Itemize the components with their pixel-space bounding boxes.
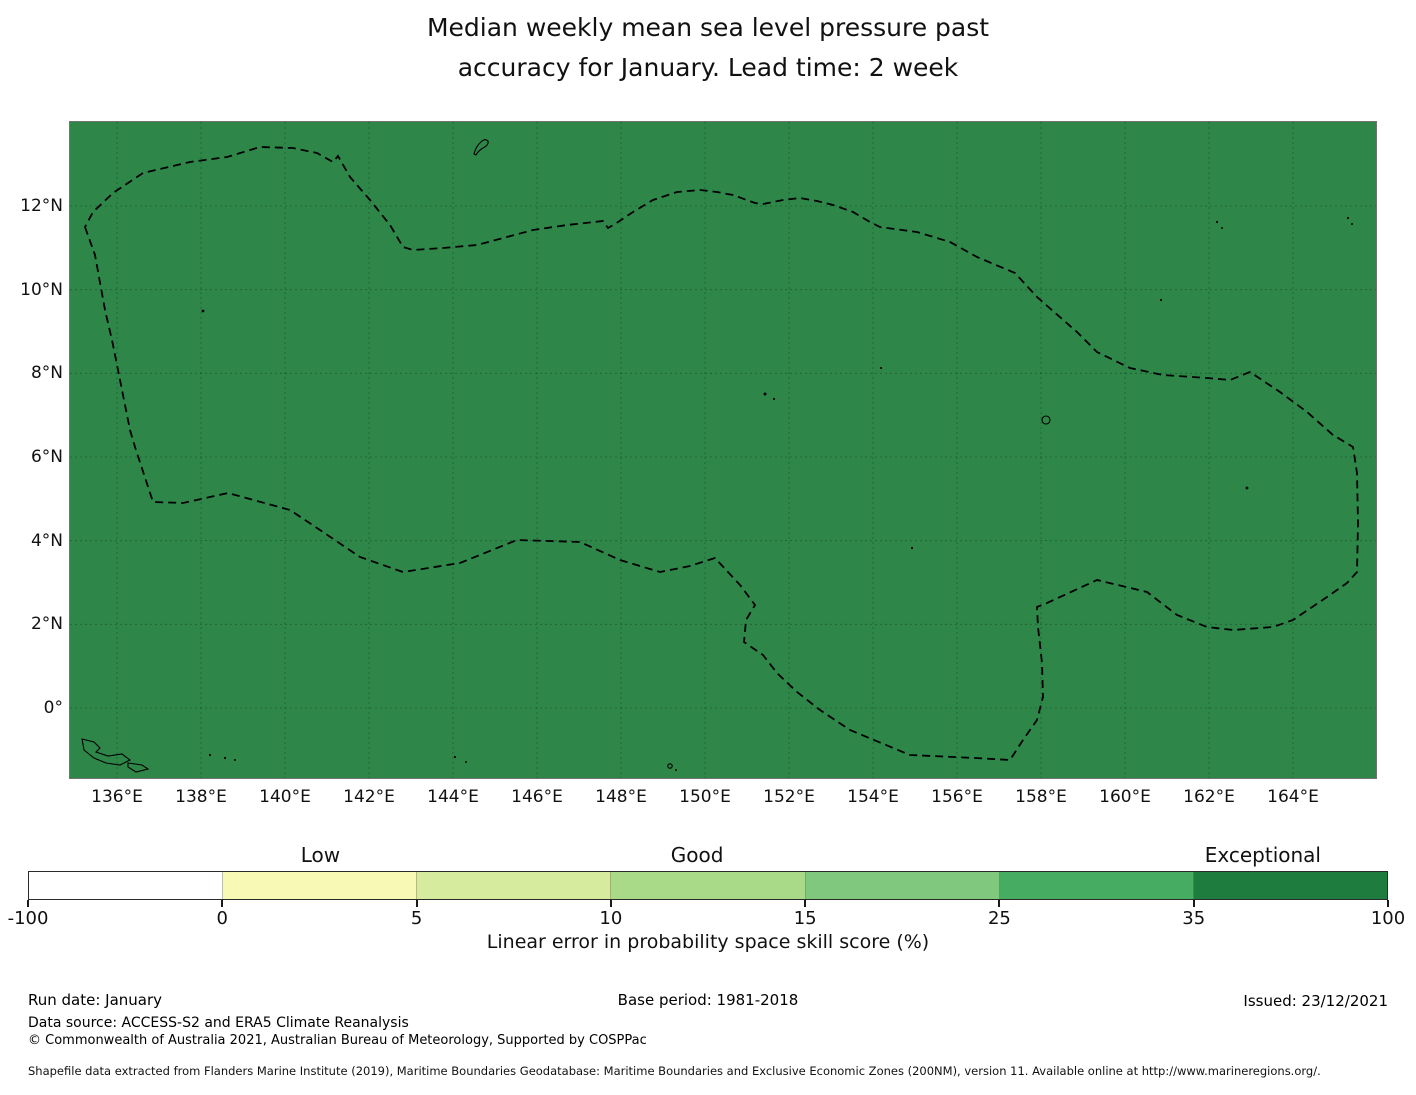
x-tick-label: 142°E	[343, 787, 395, 807]
y-tick-label: 6°N	[30, 447, 63, 467]
colorbar-category-label: Low	[300, 843, 341, 867]
chart-title-line2: accuracy for January. Lead time: 2 week	[457, 53, 959, 82]
x-tick-label: 144°E	[427, 787, 479, 807]
copyright-text: © Commonwealth of Australia 2021, Austra…	[28, 1033, 647, 1048]
x-tick-label: 164°E	[1267, 787, 1319, 807]
chart-title-line1: Median weekly mean sea level pressure pa…	[426, 13, 990, 42]
colorbar-axis-label: Linear error in probability space skill …	[486, 931, 930, 953]
colorbar-tick-label: 100	[1370, 908, 1406, 929]
colorbar-segment	[417, 872, 612, 899]
colorbar-tick-label: 5	[410, 908, 423, 929]
x-tick-label: 140°E	[259, 787, 311, 807]
colorbar-tick-label: 15	[793, 908, 817, 929]
x-tick-label: 154°E	[847, 787, 899, 807]
x-tick-label: 160°E	[1099, 787, 1151, 807]
colorbar-category-label: Exceptional	[1204, 843, 1321, 867]
base-period-text: Base period: 1981-2018	[617, 991, 799, 1009]
x-tick-label: 158°E	[1015, 787, 1067, 807]
x-tick-label: 152°E	[763, 787, 815, 807]
x-tick-label: 136°E	[91, 787, 143, 807]
eez-boundary-outline	[84, 146, 1359, 761]
new-guinea-islands-outline	[81, 738, 132, 766]
island-outlines	[81, 139, 1051, 773]
colorbar-tick-mark	[804, 900, 807, 907]
colorbar-tick-mark	[27, 900, 29, 907]
island-dots	[201, 216, 1353, 771]
colorbar-tick-mark	[609, 900, 612, 907]
colorbar-tick-mark	[998, 900, 1001, 907]
colorbar-tick-mark	[1387, 900, 1389, 907]
colorbar-segment	[223, 872, 418, 899]
kapingamarangi-atoll-outline	[667, 763, 673, 769]
colorbar-segment	[999, 872, 1194, 899]
y-tick-label: 2°N	[30, 614, 63, 635]
colorbar-tick-label: 35	[1182, 908, 1206, 929]
y-tick-label: 8°N	[30, 363, 63, 384]
y-tick-label: 0°	[43, 698, 63, 718]
run-date-text: Run date: January	[28, 991, 163, 1009]
colorbar: Low Good Exceptional -100 0 5 10 15 25 35 100	[8, 843, 1406, 929]
issued-date-text: Issued: 23/12/2021	[1243, 992, 1388, 1010]
shapefile-note-text: Shapefile data extracted from Flanders M…	[28, 1064, 1321, 1078]
y-tick-label: 4°N	[30, 530, 63, 551]
map-plot-area	[69, 121, 1377, 779]
x-tick-label: 162°E	[1183, 787, 1235, 807]
x-tick-label: 146°E	[511, 787, 563, 807]
colorbar-tick-label: 0	[216, 908, 229, 929]
x-tick-label: 150°E	[679, 787, 731, 807]
colorbar-tick-mark	[221, 900, 224, 907]
pohnpei-island-outline	[1041, 415, 1051, 425]
colorbar-tick-label: 25	[987, 908, 1011, 929]
y-tick-label: 10°N	[20, 279, 63, 300]
colorbar-segment	[611, 872, 806, 899]
y-tick-label: 12°N	[20, 196, 63, 216]
x-tick-label: 138°E	[175, 787, 227, 807]
colorbar-segment	[29, 872, 224, 899]
map-canvas	[70, 122, 1376, 778]
graticule-grid	[70, 122, 1376, 778]
colorbar-bar	[28, 871, 1388, 900]
colorbar-tick-label: 10	[599, 908, 623, 929]
chart-title: Median weekly mean sea level pressure pa…	[0, 8, 1416, 88]
x-tick-label: 148°E	[595, 787, 647, 807]
guam-island-outline	[473, 139, 489, 156]
data-source-text: Data source: ACCESS-S2 and ERA5 Climate …	[28, 1015, 409, 1031]
colorbar-tick-label: -100	[7, 908, 49, 929]
colorbar-segment	[805, 872, 1000, 899]
colorbar-category-label: Good	[670, 843, 724, 867]
yapen-island-outline	[127, 762, 150, 773]
colorbar-segment	[1193, 872, 1387, 899]
colorbar-tick-mark	[415, 900, 418, 907]
x-tick-label: 156°E	[931, 787, 983, 807]
colorbar-tick-mark	[1192, 900, 1195, 907]
